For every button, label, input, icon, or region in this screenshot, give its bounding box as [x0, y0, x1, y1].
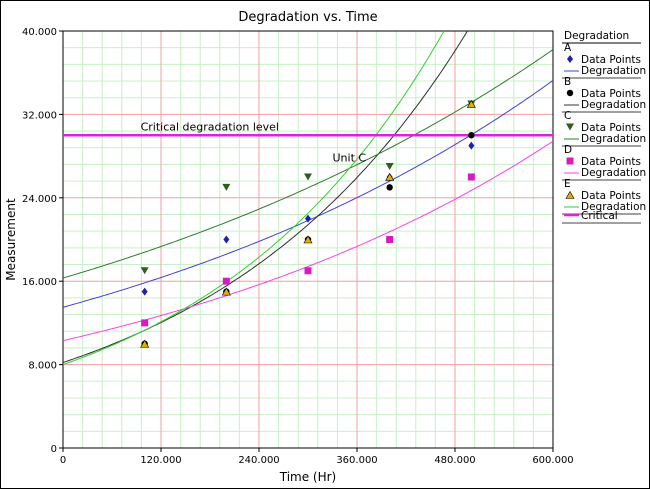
legend-line-label: Degradation [581, 65, 646, 77]
series-c-point [385, 163, 394, 171]
series-d-point [141, 319, 149, 327]
x-tick-label: 360.000 [336, 455, 377, 466]
x-tick-label: 120.000 [140, 455, 181, 466]
x-tick-label: 240.000 [238, 455, 279, 466]
series-c-point [140, 267, 149, 275]
x-axis: 0 120.000 240.000 360.000 480.000 600.000 [60, 448, 574, 466]
legend-line-label: Degradation [581, 167, 646, 179]
series-a-point [305, 214, 311, 223]
unit-c-annotation: Unit C [333, 151, 367, 164]
series-b-point [468, 132, 475, 139]
legend-series-e-name: E [564, 178, 571, 190]
series-e-point [140, 339, 150, 348]
legend-series-d-name: D [564, 144, 572, 156]
legend-points-label: Data Points [581, 54, 641, 66]
plot-frame [62, 30, 554, 449]
y-tick-label: 24.000 [22, 194, 57, 205]
y-axis: 0 8.000 16.000 24.000 32.000 40.000 [22, 27, 63, 455]
legend-critical-label: Critical [581, 210, 618, 222]
legend-points-label: Data Points [581, 156, 641, 168]
series-e-curve [63, 31, 445, 366]
series-e-point [221, 287, 231, 296]
legend-series-a-name: A [564, 42, 572, 54]
y-tick-label: 0 [51, 444, 57, 455]
x-tick-label: 480.000 [434, 455, 475, 466]
series-d-point [386, 236, 394, 243]
legend-line-label: Degradation [581, 99, 646, 111]
legend-line-label: Degradation [581, 133, 646, 145]
legend-series-a-marker [567, 55, 573, 63]
legend-title: Degradation [564, 30, 629, 42]
series-a-point [223, 235, 230, 244]
legend-line-label: Degradation [581, 201, 646, 213]
data-points [140, 99, 476, 348]
series-d-point [467, 173, 475, 181]
series-b-point [386, 184, 393, 191]
y-tick-label: 32.000 [22, 110, 57, 121]
chart-title: Degradation vs. Time [238, 10, 377, 25]
legend-series-c-marker [566, 123, 574, 131]
critical-line-label: Critical degradation level [141, 120, 279, 133]
series-a-point [141, 287, 148, 296]
legend-points-label: Data Points [581, 190, 641, 202]
legend-series-e-marker [565, 190, 575, 199]
series-e-point [303, 235, 313, 244]
y-tick-label: 40.000 [22, 27, 57, 38]
legend-series-c-name: C [564, 110, 571, 122]
legend-series-b-name: B [564, 76, 571, 88]
legend-series-d-marker [566, 157, 574, 165]
legend-series-b-marker [566, 89, 574, 97]
series-e-point [385, 172, 395, 181]
series-c-point [304, 173, 312, 181]
legend-points-label: Data Points [581, 122, 641, 134]
series-a-point [468, 141, 475, 150]
y-tick-label: 16.000 [22, 277, 57, 288]
series-d-point [222, 277, 230, 285]
x-axis-label: Time (Hr) [279, 470, 337, 484]
legend-points-label: Data Points [581, 88, 641, 100]
x-tick-label: 0 [60, 455, 66, 466]
series-c-point [222, 183, 231, 191]
y-tick-label: 8.000 [28, 361, 57, 372]
x-tick-label: 600.000 [532, 455, 573, 466]
series-e-point [466, 99, 476, 108]
series-d-point [304, 267, 312, 275]
y-axis-label: Measurement [4, 198, 18, 281]
